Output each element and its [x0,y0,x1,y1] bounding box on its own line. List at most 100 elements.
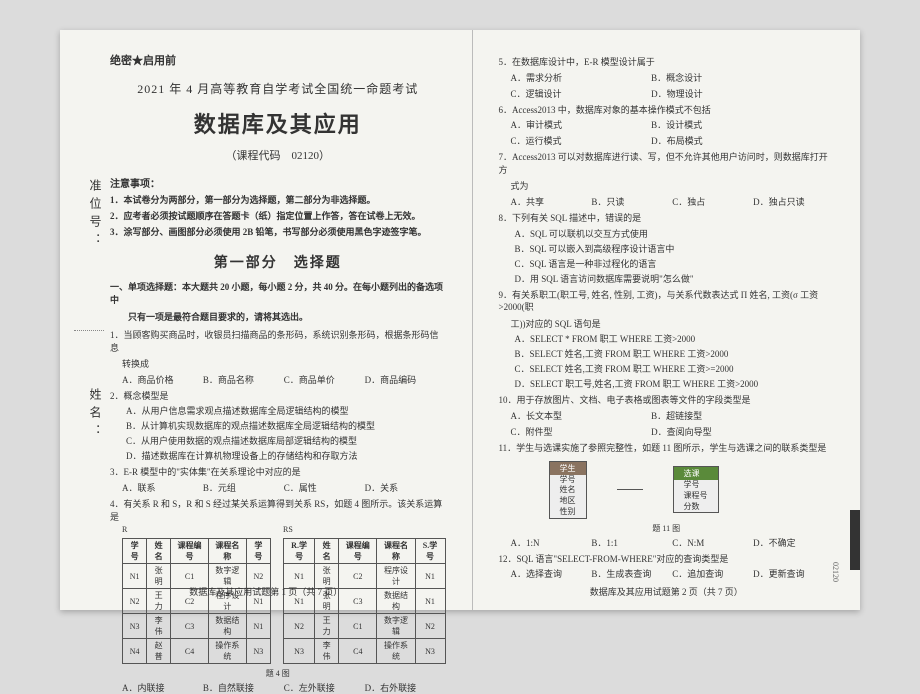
option: B．商品名称 [203,373,284,386]
question-1-options: A．商品价格 B．商品名称 C．商品单价 D．商品编码 [110,373,446,386]
option: B．设计模式 [651,118,834,131]
page-footer-left: 数据库及其应用试题第 1 页（共 7 页） [60,585,472,598]
question-12: 12．SQL 语言"SELECT-FROM-WHERE"对应的查询类型是 [499,553,835,566]
option: A．联系 [122,481,203,494]
th: 课程编号 [339,539,377,564]
th: 姓名 [147,539,171,564]
question-1: 1．当顾客购买商品时，收银员扫描商品的条形码，系统识别条形码，根据条形码信息 [110,329,446,354]
page-footer-right: 数据库及其应用试题第 2 页（共 7 页） [473,585,861,598]
question-4: 4．有关系 R 和 S，R 和 S 经过某关系运算得到关系 RS，如题 4 图所… [110,498,446,523]
secrecy-mark: 绝密★启用前 [110,52,446,68]
entity-field: 性别 [550,507,586,518]
section1-desc2: 只有一项是最符合题目要求的，请将其选出。 [110,310,446,323]
question-11: 11．学生与选课实施了参照完整性，如题 11 图所示，学生与选课之间的联系类型是 [499,442,835,455]
option: D．物理设计 [651,87,834,100]
question-2: 2．概念模型是 [110,390,446,403]
table-RS: R.学号 姓名 课程编号 课程名称 S.学号 N1张明C2程序设计N1 N1张明… [283,538,445,664]
th: 课程编号 [171,539,209,564]
option: D．独占只读 [753,195,834,208]
option: A．从用户信息需求观点描述数据库全局逻辑结构的模型 [110,404,446,417]
note-item: 2．应考者必须按试题顺序在答题卡（纸）指定位置上作答，答在试卷上无效。 [110,209,446,222]
course-title: 数据库及其应用 [110,107,446,139]
option: A．共享 [511,195,592,208]
question-10: 10．用于存放图片、文档、电子表格或图表等文件的字段类型是 [499,394,835,407]
option: C．运行模式 [511,134,652,147]
option: A．审计模式 [511,118,652,131]
option: C．从用户使用数据的观点描述数据库局部逻辑结构的模型 [110,434,446,447]
entity-title: 选课 [674,467,718,480]
index-tab [850,510,860,570]
question-5: 5．在数据库设计中，E-R 模型设计属于 [499,56,835,69]
option: C．N:M [672,536,753,549]
note-item: 3．涂写部分、画图部分必须使用 2B 铅笔，书写部分必须使用黑色字迹签字笔。 [110,225,446,238]
question-1-body: 转换成 [110,358,446,371]
option: A．选择查询 [511,567,592,580]
question-6: 6．Access2013 中，数据库对象的基本操作模式不包括 [499,104,835,117]
option: C．SELECT 姓名,工资 FROM 职工 WHERE 工资>=2000 [499,362,835,375]
entity-field: 分数 [674,502,718,513]
note-item: 1．本试卷分为两部分，第一部分为选择题，第二部分为非选择题。 [110,193,446,206]
figure11-caption: 题 11 图 [499,523,835,534]
option: A．SQL 可以联机以交互方式使用 [499,227,835,240]
th: 课程名称 [377,539,415,564]
option: B．自然联接 [203,681,284,694]
option: D．查阅向导型 [651,425,834,438]
section1-desc: 一、单项选择题：本大题共 20 小题，每小题 2 分，共 40 分。在每小题列出… [110,280,446,306]
question-7-body: 式为 [499,180,835,193]
option: D．不确定 [753,536,834,549]
exam-paper: 准位号： 姓名： 绝密★启用前 2021 年 4 月高等教育自学考试全国统一命题… [60,30,860,610]
option: B．超链接型 [651,409,834,422]
question-4-options: A．内联接 B．自然联接 C．左外联接 D．右外联接 [110,681,446,694]
option: B．1:1 [591,536,672,549]
question-7: 7．Access2013 可以对数据库进行读、写，但不允许其他用户访问时，则数据… [499,151,835,176]
option: D．右外联接 [365,681,446,694]
option: B．从计算机实现数据库的观点描述数据库全局逻辑结构的模型 [110,419,446,432]
table-R-label: R [110,525,271,534]
option: D．关系 [365,481,446,494]
th: 学号 [123,539,147,564]
entity-student: 学生 学号 姓名 地区 性别 [549,461,587,519]
option: C．商品单价 [284,373,365,386]
option: A．1:N [511,536,592,549]
entity-field: 课程号 [674,491,718,502]
th: S.学号 [415,539,445,564]
question-7-options: A．共享 B．只读 C．独占 D．独占只读 [499,195,835,208]
option: A．长文本型 [511,409,652,422]
option: A．SELECT * FROM 职工 WHERE 工资>2000 [499,332,835,345]
entity-field: 姓名 [550,485,586,496]
option: C．SQL 语言是一种非过程化的语言 [499,257,835,270]
question-9-body: 工))对应的 SQL 语句是 [499,318,835,331]
page-2: 5．在数据库设计中，E-R 模型设计属于 A．需求分析 B．概念设计 C．逻辑设… [473,30,861,610]
option: D．更新查询 [753,567,834,580]
option: C．独占 [672,195,753,208]
th: 姓名 [315,539,339,564]
option: C．逻辑设计 [511,87,652,100]
entity-title: 学生 [550,462,586,475]
page-1: 绝密★启用前 2021 年 4 月高等教育自学考试全国统一命题考试 数据库及其应… [60,30,472,610]
option: C．左外联接 [284,681,365,694]
relation-line [617,489,643,490]
question-3: 3．E-R 模型中的"实体集"在关系理论中对应的是 [110,466,446,479]
question-8: 8．下列有关 SQL 描述中，错误的是 [499,212,835,225]
entity-field: 学号 [550,475,586,486]
option: C．附件型 [511,425,652,438]
option: A．商品价格 [122,373,203,386]
option: B．概念设计 [651,71,834,84]
notes-heading: 注意事项： [110,175,446,190]
option: B．SELECT 姓名,工资 FROM 职工 WHERE 工资>2000 [499,347,835,360]
figure-11: 学生 学号 姓名 地区 性别 选课 学号 课程号 分数 [549,461,719,519]
option: B．生成表查询 [591,567,672,580]
figure4-caption: 题 4 图 [110,668,446,679]
option: C．属性 [284,481,365,494]
part1-title: 第一部分 选择题 [110,252,446,272]
table-R: 学号 姓名 课程编号 课程名称 学号 N1张明C1数字逻辑N2 N2王力C2程序… [122,538,271,664]
entity-field: 学号 [674,480,718,491]
exam-notes: 1．本试卷分为两部分，第一部分为选择题，第二部分为非选择题。 2．应考者必须按试… [110,193,446,238]
option: D．描述数据库在计算机物理设备上的存储结构和存取方法 [110,449,446,462]
option: B．SQL 可以嵌入到高级程序设计语言中 [499,242,835,255]
question-5-options: A．需求分析 B．概念设计 [499,71,835,84]
option: C．追加查询 [672,567,753,580]
option: D．用 SQL 语言访问数据库需要说明"怎么做" [499,272,835,285]
course-code-side: 02120 [831,562,840,582]
th: 课程名称 [209,539,247,564]
